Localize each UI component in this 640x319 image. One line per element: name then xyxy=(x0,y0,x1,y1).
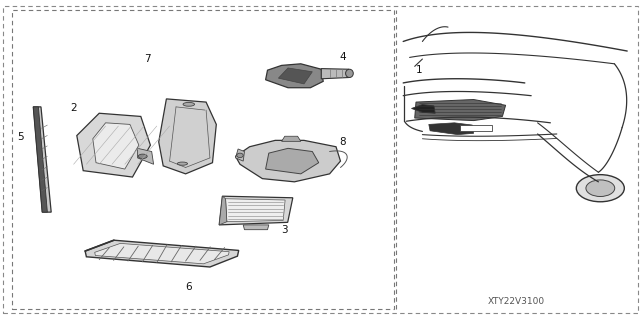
Polygon shape xyxy=(415,100,506,121)
Ellipse shape xyxy=(586,180,614,197)
Polygon shape xyxy=(226,199,285,222)
Polygon shape xyxy=(159,99,216,174)
Text: 7: 7 xyxy=(144,54,150,64)
Polygon shape xyxy=(219,196,293,225)
Polygon shape xyxy=(77,113,150,177)
Polygon shape xyxy=(278,68,312,84)
Polygon shape xyxy=(236,140,340,182)
Text: 3: 3 xyxy=(282,225,288,235)
Polygon shape xyxy=(236,149,244,161)
Polygon shape xyxy=(93,123,139,169)
Text: 2: 2 xyxy=(70,103,77,114)
Polygon shape xyxy=(412,105,435,113)
Polygon shape xyxy=(243,225,269,230)
Polygon shape xyxy=(85,240,239,267)
Polygon shape xyxy=(138,148,154,164)
Text: 4: 4 xyxy=(339,52,346,63)
Polygon shape xyxy=(95,243,229,264)
Ellipse shape xyxy=(346,69,353,78)
Polygon shape xyxy=(460,125,492,131)
Ellipse shape xyxy=(138,154,147,159)
Polygon shape xyxy=(33,107,47,212)
Text: 8: 8 xyxy=(339,137,346,147)
Text: 6: 6 xyxy=(186,282,192,292)
Text: 1: 1 xyxy=(416,65,422,75)
Polygon shape xyxy=(266,64,323,88)
Polygon shape xyxy=(429,123,474,135)
Text: 5: 5 xyxy=(17,132,24,142)
Ellipse shape xyxy=(177,162,188,165)
Ellipse shape xyxy=(237,153,243,158)
Text: XTY22V3100: XTY22V3100 xyxy=(488,297,545,306)
Polygon shape xyxy=(321,69,349,79)
Ellipse shape xyxy=(183,102,195,106)
Polygon shape xyxy=(33,107,51,212)
Polygon shape xyxy=(282,136,301,141)
Polygon shape xyxy=(266,148,319,174)
Polygon shape xyxy=(219,196,227,225)
Ellipse shape xyxy=(576,175,624,202)
